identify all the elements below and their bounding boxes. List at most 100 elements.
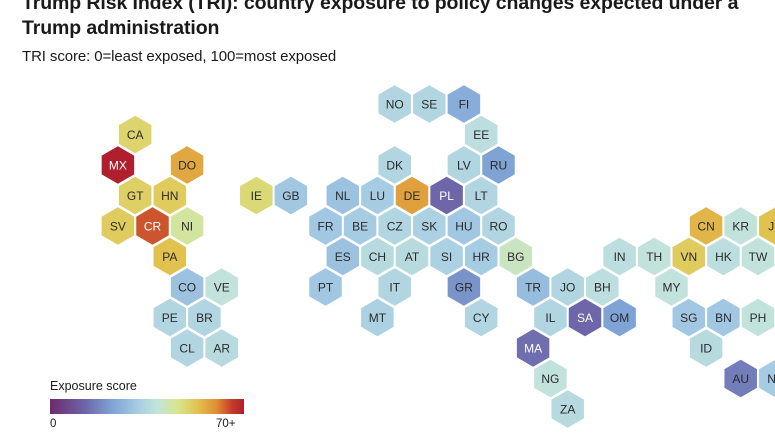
legend-color-bar [50, 399, 244, 414]
hex-label: FI [459, 97, 470, 111]
hex-cell [203, 327, 240, 369]
hex-jp: JP [757, 205, 775, 247]
hex-label: GR [455, 280, 473, 294]
hex-co: CO [169, 266, 205, 308]
hex-nz: NZ [757, 358, 775, 399]
hex-fi: FI [446, 83, 482, 125]
hex-lt: LT [463, 175, 499, 216]
hex-mt: MT [359, 297, 396, 338]
hex-label: TW [749, 250, 768, 264]
hex-dk: DK [376, 144, 413, 186]
hex-label: IL [545, 311, 555, 325]
hex-label: HK [715, 250, 732, 264]
hex-cl: CL [169, 327, 205, 369]
hex-label: CL [179, 341, 195, 355]
hex-ru: RU [480, 144, 517, 186]
hex-au: AU [722, 358, 759, 399]
hex-cell [740, 297, 775, 338]
hex-label: TR [525, 280, 541, 294]
hex-ar: AR [203, 327, 240, 369]
hex-cell [152, 236, 188, 277]
hex-cell [463, 114, 499, 155]
hex-label: SG [680, 311, 697, 325]
hex-cell [376, 144, 413, 186]
hex-it: IT [376, 266, 413, 308]
hex-cell [169, 144, 205, 186]
hex-label: PH [750, 311, 767, 325]
hex-label: MA [524, 341, 542, 355]
hex-hn: HN [152, 175, 188, 216]
hex-in: IN [601, 236, 638, 277]
hex-cell [688, 327, 724, 369]
hex-bn: BN [705, 297, 742, 338]
hex-ca: CA [117, 114, 153, 155]
chart-title: Trump Risk Index (TRI): country exposure… [22, 0, 739, 39]
hex-pt: PT [307, 266, 344, 308]
hex-label: VN [680, 250, 697, 264]
hex-label: PE [162, 311, 178, 325]
hex-label: GB [282, 189, 299, 203]
hex-cell [757, 205, 775, 247]
hex-label: LU [370, 189, 385, 203]
hex-pa: PA [152, 236, 188, 277]
hex-ma: MA [515, 327, 551, 369]
hex-label: ID [700, 341, 712, 355]
legend-title: Exposure score [50, 379, 137, 393]
hex-cell [584, 266, 621, 308]
hex-ng: NG [532, 358, 569, 399]
hex-cell [549, 388, 586, 430]
hex-label: MY [663, 280, 681, 294]
hex-label: IE [251, 189, 262, 203]
hex-cell [169, 205, 205, 247]
hex-cell [186, 297, 223, 338]
hex-label: LT [475, 189, 489, 203]
hex-id: ID [688, 327, 724, 369]
hex-label: DE [404, 189, 421, 203]
chart-subtitle: TRI score: 0=least exposed, 100=most exp… [22, 48, 337, 65]
hex-label: PA [162, 250, 177, 264]
hex-label: CH [369, 250, 386, 264]
hex-bg: BG [498, 236, 534, 277]
hex-ph: PH [740, 297, 775, 338]
hex-gt: GT [117, 175, 153, 216]
hex-cell [515, 327, 551, 369]
hex-cell [463, 175, 499, 216]
hex-tw: TW [740, 236, 775, 277]
hex-cell [307, 266, 344, 308]
hex-label: HR [473, 250, 491, 264]
hex-fr: FR [307, 205, 344, 247]
hex-cell [446, 266, 482, 308]
hex-label: FR [318, 219, 334, 233]
hex-label: AT [405, 250, 420, 264]
hex-cell [446, 83, 482, 125]
hex-label: KR [732, 219, 749, 233]
hex-label: BN [715, 311, 732, 325]
hex-cell [203, 266, 240, 308]
hex-cell [757, 358, 775, 399]
hex-es: ES [325, 236, 361, 277]
hex-label: CR [144, 219, 162, 233]
hex-cr: CR [134, 205, 171, 247]
hex-label: SK [421, 219, 437, 233]
hex-sv: SV [100, 205, 136, 247]
hex-label: NI [181, 219, 193, 233]
hex-label: LV [457, 158, 471, 172]
hex-label: SI [441, 250, 452, 264]
hex-kr: KR [722, 205, 759, 247]
legend-min-label: 0 [50, 418, 57, 430]
hex-label: SA [577, 311, 593, 325]
hex-label: PT [318, 280, 334, 294]
hex-ro: RO [480, 205, 517, 247]
hex-cell [100, 144, 136, 186]
hex-cell [359, 297, 396, 338]
hex-label: CA [127, 128, 144, 142]
hex-tr: TR [515, 266, 551, 308]
hex-cell [498, 236, 534, 277]
hex-ve: VE [203, 266, 240, 308]
hex-label: EE [473, 128, 489, 142]
hex-gr: GR [446, 266, 482, 308]
hex-cell [376, 266, 413, 308]
hex-cell [117, 114, 153, 155]
hex-mx: MX [100, 144, 136, 186]
